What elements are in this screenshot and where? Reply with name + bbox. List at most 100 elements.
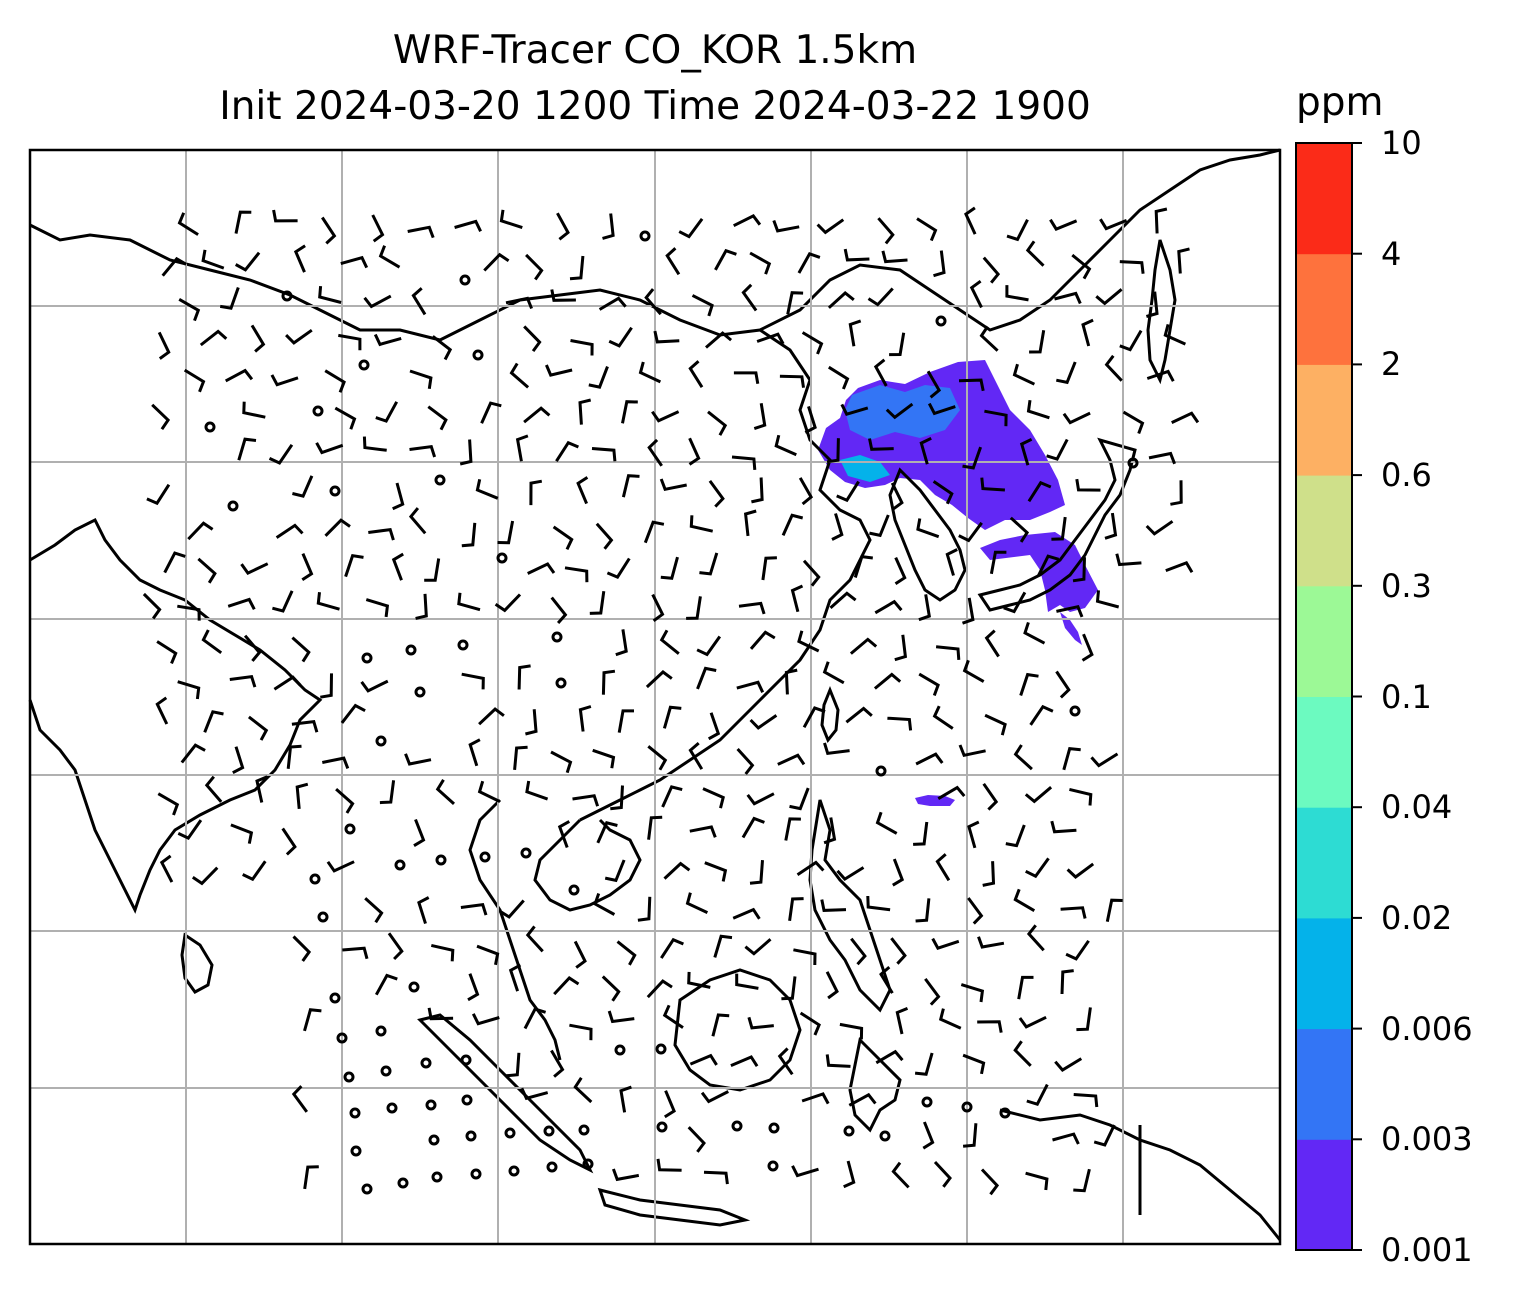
wind-barb xyxy=(1006,219,1029,242)
wind-barb xyxy=(161,256,187,277)
calm-wind-circle xyxy=(317,911,329,923)
wind-barb xyxy=(691,294,714,317)
wind-barb xyxy=(520,1087,549,1101)
wind-barb xyxy=(962,446,983,470)
wind-barb xyxy=(1104,512,1118,540)
wind-barb xyxy=(1060,969,1074,995)
wind-barb xyxy=(662,1004,684,1029)
wind-barb xyxy=(1027,480,1052,503)
wind-barb xyxy=(938,1008,962,1030)
wind-barb xyxy=(324,369,346,393)
wind-barb xyxy=(989,550,1007,575)
wind-barb xyxy=(576,476,589,505)
wind-barb xyxy=(201,629,223,655)
wind-barb xyxy=(1017,975,1034,1000)
coastline-japan xyxy=(977,437,1137,612)
wind-barb xyxy=(578,705,592,732)
calm-wind-circle xyxy=(431,1171,443,1183)
wind-barb xyxy=(431,335,453,361)
wind-barb xyxy=(984,409,1008,427)
wind-barb xyxy=(687,971,711,989)
wind-barb xyxy=(604,859,626,883)
wind-barb xyxy=(1146,369,1175,382)
wind-barb xyxy=(703,1170,729,1185)
wind-barb xyxy=(1055,670,1071,699)
wind-barb xyxy=(177,604,201,621)
calm-wind-circle xyxy=(461,1094,473,1106)
wind-barb xyxy=(919,436,932,465)
wind-barb xyxy=(967,897,984,925)
wind-barb xyxy=(550,596,568,624)
wind-barb xyxy=(704,861,728,882)
wind-barb xyxy=(853,554,873,578)
wind-barb xyxy=(653,330,680,344)
wind-barb xyxy=(573,940,587,969)
calm-wind-circle xyxy=(349,1107,361,1119)
calm-wind-circle xyxy=(496,552,508,564)
wind-barb xyxy=(801,1092,830,1105)
wind-barb xyxy=(318,285,342,304)
wind-barb xyxy=(375,401,399,423)
calm-wind-circle xyxy=(460,1054,472,1066)
coastline-sumatra xyxy=(417,1013,594,1174)
wind-barb xyxy=(596,821,618,844)
wind-barb xyxy=(591,447,617,462)
wind-barb xyxy=(247,715,269,741)
wind-barb xyxy=(509,362,530,389)
wind-barb xyxy=(617,709,634,733)
wind-barb xyxy=(798,477,814,506)
wind-barb xyxy=(324,518,351,537)
wind-barb xyxy=(243,634,262,662)
wind-barb xyxy=(791,1165,819,1178)
wind-barb xyxy=(611,1168,640,1182)
wind-barb xyxy=(335,787,355,814)
wind-barb xyxy=(866,895,891,912)
wind-barb xyxy=(321,216,337,245)
map-frame xyxy=(28,148,1282,1246)
wind-barb xyxy=(1019,437,1033,466)
wind-barb xyxy=(1099,218,1128,231)
wind-barb xyxy=(836,866,865,882)
wind-barb xyxy=(1090,752,1119,768)
calm-wind-circle xyxy=(614,1044,626,1056)
wind-barb xyxy=(731,455,757,471)
wind-barb xyxy=(273,675,302,691)
wind-barb xyxy=(873,672,902,690)
wind-barb xyxy=(663,861,691,880)
colorbar-unit-label: ppm xyxy=(1296,80,1384,125)
calm-wind-circle xyxy=(343,1071,355,1083)
wind-barb xyxy=(1056,361,1077,385)
wind-barb xyxy=(1154,207,1168,234)
wind-barb xyxy=(291,636,311,663)
wind-barb xyxy=(761,556,777,581)
wind-barb xyxy=(696,635,722,657)
wind-barb xyxy=(569,1023,593,1041)
wind-barb xyxy=(316,592,340,611)
wind-barb xyxy=(1145,520,1174,536)
wind-barb xyxy=(982,861,996,887)
wind-barb xyxy=(459,439,473,466)
wind-barb xyxy=(183,368,206,393)
wind-barb xyxy=(711,1013,730,1037)
wind-barb xyxy=(873,358,888,387)
wind-barb xyxy=(315,442,344,455)
calm-wind-circle xyxy=(380,1065,392,1077)
wind-barb xyxy=(982,256,1001,284)
wind-barb xyxy=(525,925,544,953)
wind-barb xyxy=(746,792,775,806)
wind-barb xyxy=(255,775,268,803)
calm-wind-circle xyxy=(875,765,887,777)
wind-barb xyxy=(1009,516,1030,543)
wind-barb xyxy=(373,333,402,347)
wind-barb xyxy=(457,592,481,612)
wind-barb xyxy=(777,1047,794,1076)
wind-barb xyxy=(958,744,986,758)
wind-barb xyxy=(797,630,820,653)
calm-wind-circle xyxy=(375,1025,387,1037)
wind-barb xyxy=(696,666,717,690)
wind-barb xyxy=(363,294,392,309)
wind-barb xyxy=(924,978,941,1006)
calm-wind-circle xyxy=(434,474,446,486)
wind-barb xyxy=(411,287,427,316)
wind-barb xyxy=(1148,451,1176,465)
